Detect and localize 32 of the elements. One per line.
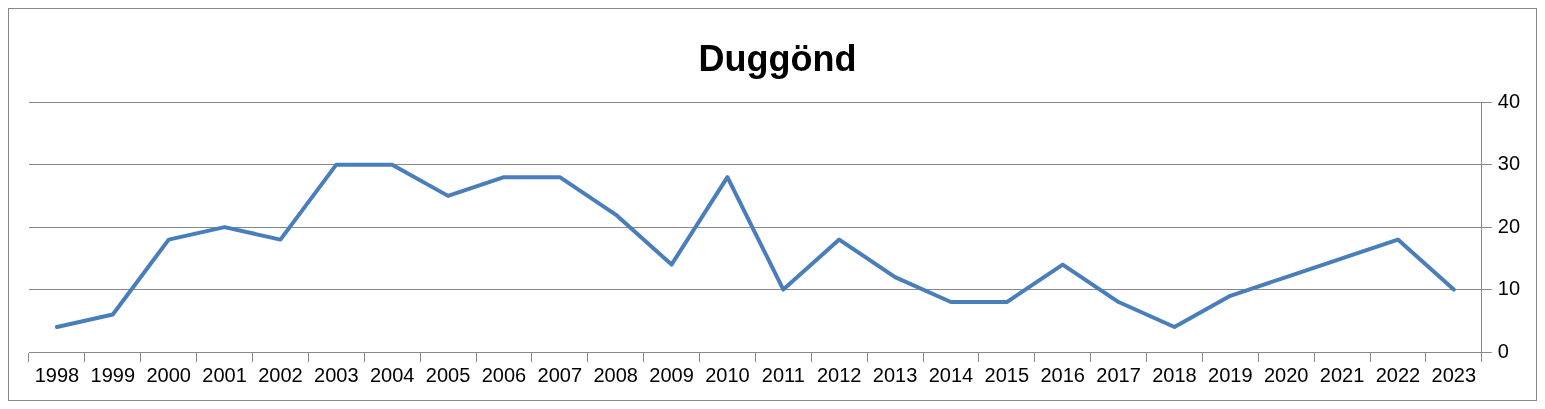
chart-title: Duggönd <box>698 37 857 79</box>
y-tick-label: 10 <box>1497 277 1520 300</box>
x-tick-label: 2018 <box>1152 363 1197 386</box>
x-tick-label: 2021 <box>1319 363 1365 386</box>
x-tick-label: 2005 <box>425 363 471 386</box>
x-tick-label: 2023 <box>1431 363 1477 386</box>
x-tick-label: 2017 <box>1096 363 1141 386</box>
x-tick-label: 2001 <box>202 363 247 386</box>
y-tick-label: 40 <box>1497 89 1520 112</box>
x-tick-label: 2015 <box>984 363 1030 386</box>
x-tick-label: 2016 <box>1040 363 1085 386</box>
x-tick-label: 2010 <box>705 363 750 386</box>
y-tick-label: 0 <box>1497 339 1509 362</box>
y-tick-label: 30 <box>1497 152 1520 175</box>
x-tick-label: 1998 <box>34 363 80 386</box>
x-tick-label: 2011 <box>761 363 805 386</box>
x-tick-label: 2006 <box>481 363 527 386</box>
x-tick-label: 2014 <box>928 363 974 386</box>
x-tick-label: 2004 <box>369 363 415 386</box>
x-tick-label: 2003 <box>314 363 359 386</box>
x-tick-label: 1999 <box>90 363 136 386</box>
x-tick-label: 2008 <box>593 363 638 386</box>
x-tick-label: 2013 <box>872 363 918 386</box>
x-tick-label: 2000 <box>146 363 191 386</box>
y-tick-label: 20 <box>1497 214 1520 237</box>
x-tick-label: 2019 <box>1208 363 1253 386</box>
x-tick-label: 2002 <box>258 363 303 386</box>
x-tick-label: 2007 <box>537 363 583 386</box>
x-tick-label: 2022 <box>1375 363 1421 386</box>
x-tick-label: 2012 <box>816 363 862 386</box>
x-tick-label: 2020 <box>1263 363 1309 386</box>
x-tick-label: 2009 <box>649 363 694 386</box>
